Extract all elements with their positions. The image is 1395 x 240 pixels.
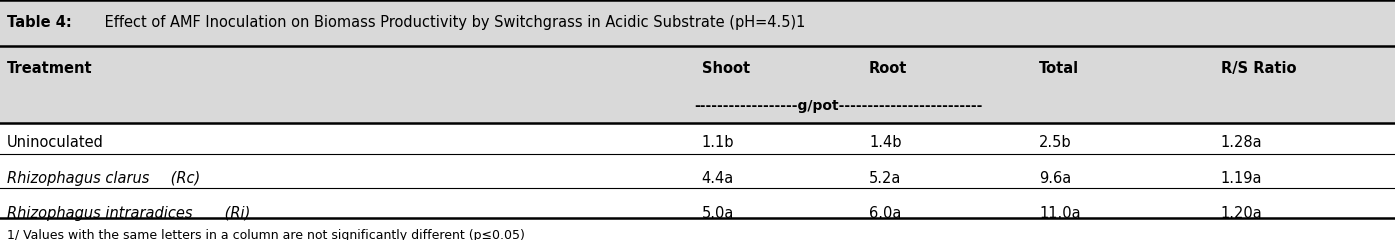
Text: Rhizophagus intraradices: Rhizophagus intraradices bbox=[7, 206, 193, 221]
Text: 11.0a: 11.0a bbox=[1039, 206, 1081, 221]
Text: (Ri): (Ri) bbox=[219, 206, 250, 221]
Text: 1/ Values with the same letters in a column are not significantly different (p≤0: 1/ Values with the same letters in a col… bbox=[7, 229, 525, 240]
Text: Effect of AMF Inoculation on Biomass Productivity by Switchgrass in Acidic Subst: Effect of AMF Inoculation on Biomass Pro… bbox=[100, 15, 806, 30]
Text: Root: Root bbox=[869, 61, 908, 76]
Text: ------------------g/pot-------------------------: ------------------g/pot-----------------… bbox=[695, 99, 983, 113]
Text: Rhizophagus clarus: Rhizophagus clarus bbox=[7, 171, 149, 186]
Text: Table 4:: Table 4: bbox=[7, 15, 71, 30]
Text: 1.28a: 1.28a bbox=[1221, 135, 1262, 150]
Bar bbox=[0, 46, 1395, 123]
Text: 1.1b: 1.1b bbox=[702, 135, 734, 150]
Text: 1.20a: 1.20a bbox=[1221, 206, 1262, 221]
Text: 2.5b: 2.5b bbox=[1039, 135, 1071, 150]
Text: 9.6a: 9.6a bbox=[1039, 171, 1071, 186]
Bar bbox=[0, 0, 1395, 48]
Text: Total: Total bbox=[1039, 61, 1080, 76]
Text: 5.0a: 5.0a bbox=[702, 206, 734, 221]
Text: (Rc): (Rc) bbox=[166, 171, 201, 186]
Text: Treatment: Treatment bbox=[7, 61, 92, 76]
Text: 5.2a: 5.2a bbox=[869, 171, 901, 186]
Text: 6.0a: 6.0a bbox=[869, 206, 901, 221]
Text: R/S Ratio: R/S Ratio bbox=[1221, 61, 1296, 76]
Text: 1.4b: 1.4b bbox=[869, 135, 901, 150]
Text: 4.4a: 4.4a bbox=[702, 171, 734, 186]
Text: 1.19a: 1.19a bbox=[1221, 171, 1262, 186]
Text: Shoot: Shoot bbox=[702, 61, 749, 76]
Text: Uninoculated: Uninoculated bbox=[7, 135, 103, 150]
